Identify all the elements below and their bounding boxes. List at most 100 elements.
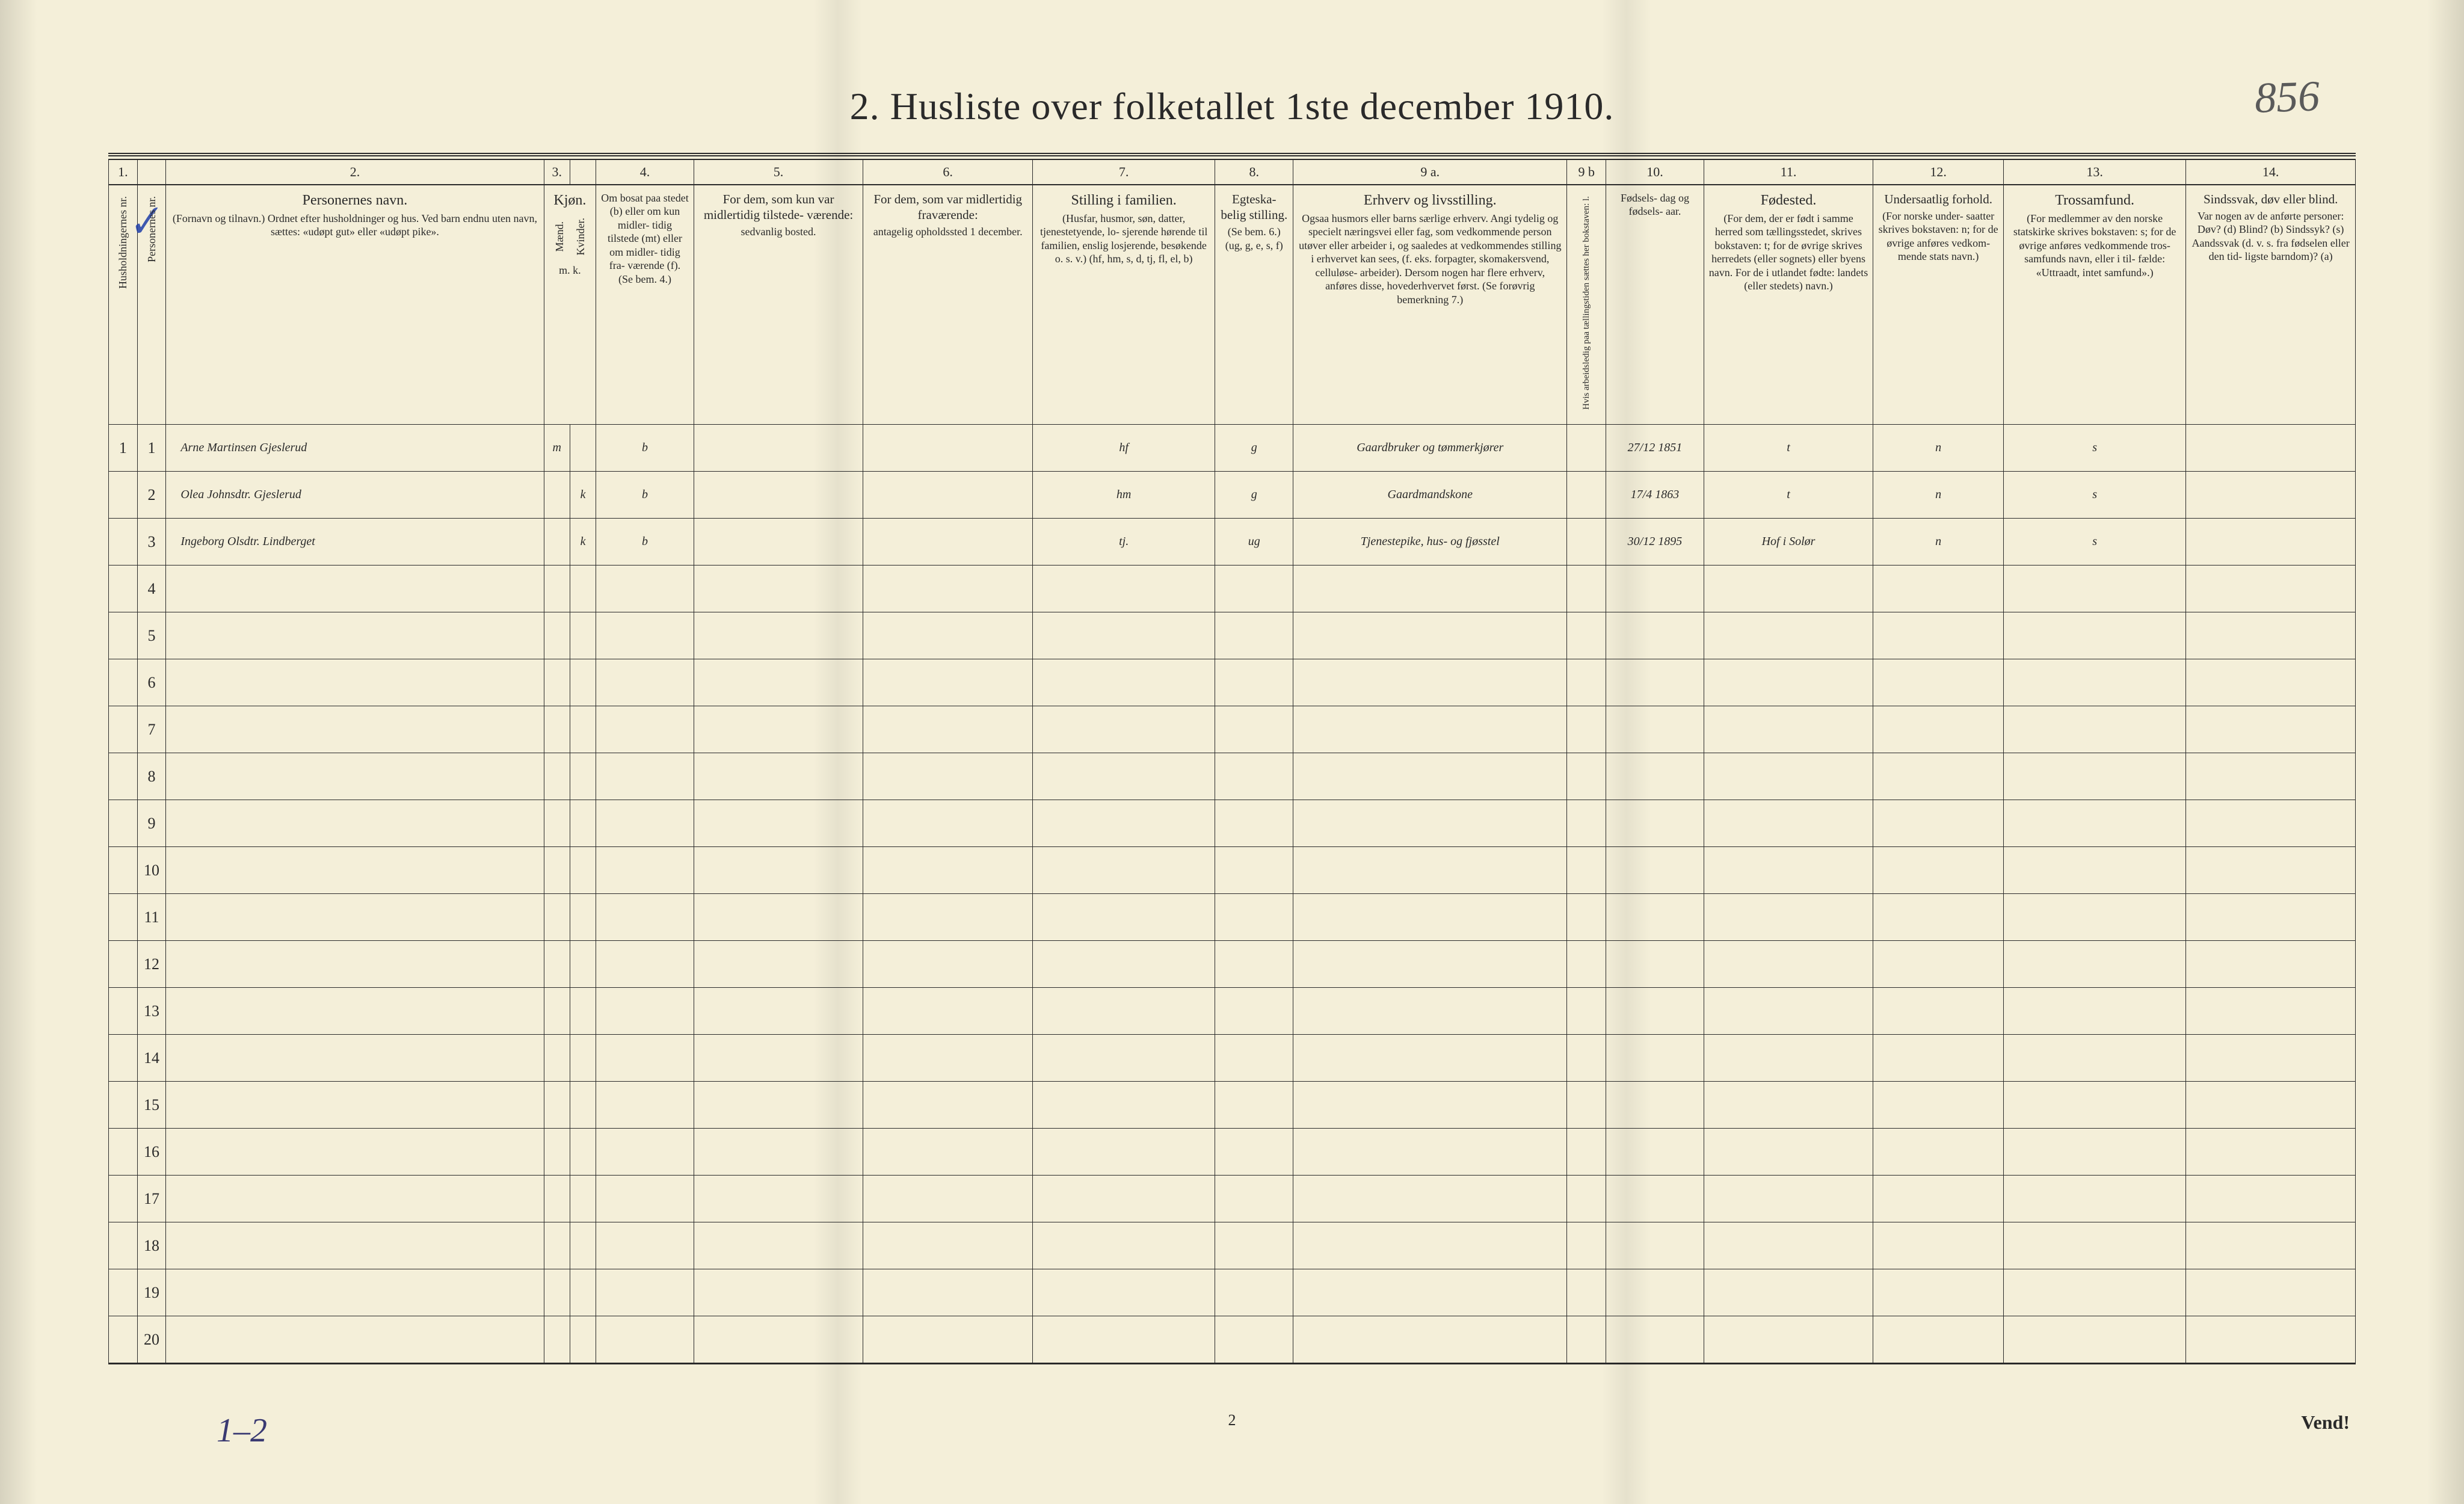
cell bbox=[1606, 847, 1704, 894]
cell bbox=[694, 425, 863, 472]
cell bbox=[596, 1129, 694, 1176]
cell bbox=[1873, 566, 2004, 612]
cell bbox=[109, 472, 138, 519]
cell bbox=[1704, 612, 1873, 659]
cell bbox=[1033, 706, 1215, 753]
table-row: 2Olea Johnsdtr. GjeslerudkbhmgGaardmands… bbox=[109, 472, 2356, 519]
name-cell bbox=[166, 1269, 544, 1316]
cell: hm bbox=[1033, 472, 1215, 519]
column-number-cell: 9 a. bbox=[1293, 159, 1567, 185]
table-row: 7 bbox=[109, 706, 2356, 753]
cell: t bbox=[1704, 425, 1873, 472]
cell bbox=[863, 706, 1033, 753]
cell bbox=[570, 659, 596, 706]
column-number-cell: 1. bbox=[109, 159, 138, 185]
cell bbox=[109, 706, 138, 753]
cell bbox=[2003, 988, 2185, 1035]
header-c13-sub: (For medlemmer av den norske statskirke … bbox=[2009, 212, 2181, 280]
cell bbox=[1606, 706, 1704, 753]
cell bbox=[544, 941, 570, 988]
header-c7-sub: (Husfar, husmor, søn, datter, tjenestety… bbox=[1038, 212, 1210, 266]
cell bbox=[2186, 1129, 2356, 1176]
cell bbox=[694, 612, 863, 659]
cell bbox=[2186, 1316, 2356, 1363]
cell bbox=[2186, 612, 2356, 659]
cell bbox=[2186, 1176, 2356, 1222]
header-name-sub: (Fornavn og tilnavn.) Ordnet efter husho… bbox=[171, 212, 538, 239]
name-cell bbox=[166, 1035, 544, 1082]
column-number-cell: 6. bbox=[863, 159, 1033, 185]
table-body: 11Arne Martinsen GjeslerudmbhfgGaardbruk… bbox=[109, 425, 2356, 1363]
header-marital: Egteska- belig stilling. (Se bem. 6.) (u… bbox=[1215, 185, 1293, 425]
cell bbox=[544, 1222, 570, 1269]
header-occupation: Erhverv og livsstilling. Ogsaa husmors e… bbox=[1293, 185, 1567, 425]
cell bbox=[109, 612, 138, 659]
name-cell: Olea Johnsdtr. Gjeslerud bbox=[166, 472, 544, 519]
cell bbox=[1033, 800, 1215, 847]
header-sex-m: Mænd. bbox=[553, 213, 567, 260]
table-row: 6 bbox=[109, 659, 2356, 706]
header-c5-sub: sedvanlig bosted. bbox=[699, 225, 858, 239]
cell bbox=[109, 988, 138, 1035]
table-row: 3Ingeborg Olsdtr. Lindbergetkbtj.ugTjene… bbox=[109, 519, 2356, 566]
header-c9a-sub: Ogsaa husmors eller barns særlige erhver… bbox=[1298, 212, 1562, 307]
header-c12-sub: (For norske under- saatter skrives bokst… bbox=[1878, 209, 1998, 264]
column-number-cell: 8. bbox=[1215, 159, 1293, 185]
cell bbox=[570, 425, 596, 472]
cell bbox=[1704, 1269, 1873, 1316]
column-number-cell: 13. bbox=[2003, 159, 2185, 185]
header-c13-main: Trossamfund. bbox=[2009, 191, 2181, 209]
cell bbox=[1606, 1082, 1704, 1129]
cell bbox=[1873, 847, 2004, 894]
cell: 7 bbox=[137, 706, 166, 753]
cell bbox=[1606, 1269, 1704, 1316]
header-disability: Sindssvak, døv eller blind. Var nogen av… bbox=[2186, 185, 2356, 425]
cell bbox=[863, 941, 1033, 988]
cell bbox=[570, 1129, 596, 1176]
cell bbox=[596, 753, 694, 800]
header-c7-main: Stilling i familien. bbox=[1038, 191, 1210, 209]
cell bbox=[1215, 894, 1293, 941]
cell bbox=[863, 519, 1033, 566]
cell bbox=[570, 1035, 596, 1082]
cell bbox=[2186, 1222, 2356, 1269]
cell: 13 bbox=[137, 988, 166, 1035]
cell bbox=[1606, 1129, 1704, 1176]
name-cell bbox=[166, 988, 544, 1035]
cell bbox=[1704, 1035, 1873, 1082]
cell: 20 bbox=[137, 1316, 166, 1363]
cell bbox=[1873, 941, 2004, 988]
table-row: 17 bbox=[109, 1176, 2356, 1222]
header-c12-main: Undersaatlig forhold. bbox=[1878, 191, 1998, 207]
cell bbox=[2186, 988, 2356, 1035]
cell bbox=[109, 753, 138, 800]
cell bbox=[1567, 519, 1606, 566]
cell bbox=[2003, 1269, 2185, 1316]
name-cell bbox=[166, 706, 544, 753]
cell bbox=[596, 612, 694, 659]
column-number-row: 1.2.3.4.5.6.7.8.9 a.9 b10.11.12.13.14. bbox=[109, 159, 2356, 185]
cell: 4 bbox=[137, 566, 166, 612]
table-row: 4 bbox=[109, 566, 2356, 612]
cell bbox=[1215, 1316, 1293, 1363]
cell bbox=[1293, 566, 1567, 612]
cell: k bbox=[570, 472, 596, 519]
cell: Gaardbruker og tømmerkjører bbox=[1293, 425, 1567, 472]
cell bbox=[1293, 659, 1567, 706]
cell bbox=[1215, 1082, 1293, 1129]
header-birthdate: Fødsels- dag og fødsels- aar. bbox=[1606, 185, 1704, 425]
cell bbox=[570, 1316, 596, 1363]
cell bbox=[1873, 894, 2004, 941]
cell bbox=[2003, 847, 2185, 894]
cell: m bbox=[544, 425, 570, 472]
cell bbox=[109, 1316, 138, 1363]
cell bbox=[863, 894, 1033, 941]
cell bbox=[2186, 425, 2356, 472]
cell bbox=[694, 472, 863, 519]
cell bbox=[2003, 659, 2185, 706]
table-row: 13 bbox=[109, 988, 2356, 1035]
cell bbox=[863, 1129, 1033, 1176]
cell bbox=[109, 941, 138, 988]
cell bbox=[694, 1129, 863, 1176]
cell bbox=[1567, 1222, 1606, 1269]
